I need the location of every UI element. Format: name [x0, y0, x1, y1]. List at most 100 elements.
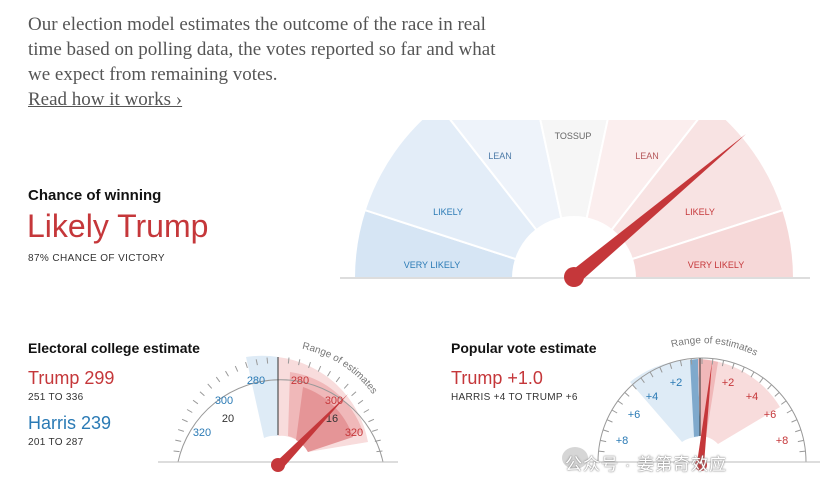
chance-segment: [363, 120, 577, 280]
popular-range-label: Range of estimates: [670, 335, 759, 359]
seg-label-tossup: TOSSUP: [555, 131, 592, 141]
electoral-harris: Harris 239: [28, 413, 112, 433]
marker-16: 16: [326, 413, 338, 425]
tick-mark: [173, 450, 180, 453]
chance-gauge: VERY LIKELY LIKELY LEAN TOSSUP LEAN LIKE…: [340, 120, 810, 287]
tick-mark: [215, 376, 221, 383]
tick-mark: [759, 377, 764, 384]
watermark: 公众号 · 姜第奇效应: [565, 455, 728, 474]
tick-mark: [617, 400, 624, 405]
tick-mark: [175, 439, 182, 442]
seg-label-very-likely-left: VERY LIKELY: [404, 260, 461, 270]
chance-segment: [573, 120, 699, 279]
tick-mark: [721, 360, 725, 367]
tick-mark: [791, 419, 798, 423]
tick-mark: [207, 383, 213, 389]
tick-mark: [750, 371, 755, 378]
tick-mark: [797, 439, 804, 443]
tick-mark: [317, 365, 322, 372]
pop-tick-left-8: +8: [616, 435, 629, 447]
tick-mark: [690, 358, 693, 365]
popular-range: HARRIS +4 TO TRUMP +6: [451, 392, 578, 403]
tick-mark: [786, 409, 793, 414]
tick-mark: [731, 362, 735, 369]
tick-320-left: 320: [193, 427, 211, 439]
tick-mark: [376, 450, 383, 453]
tick-mark: [298, 359, 301, 366]
tick-mark: [245, 361, 248, 368]
tick-mark: [351, 391, 357, 397]
tick-mark: [799, 450, 806, 453]
tick-mark: [640, 377, 645, 384]
tick-mark: [374, 439, 381, 442]
electoral-title: Electoral college estimate: [28, 340, 200, 356]
popular-gauge: +2 +4 +6 +8 +2 +4 +6 +8 Range of estimat…: [590, 335, 820, 471]
tick-300-left: 300: [215, 395, 233, 407]
marker-20: 20: [222, 413, 234, 425]
tick-mark: [266, 357, 269, 364]
popular-title: Popular vote estimate: [451, 340, 597, 356]
tick-280-left: 280: [247, 375, 265, 387]
pop-tick-left-6: +6: [628, 409, 641, 421]
wechat-icon: [562, 447, 588, 469]
tick-mark: [659, 366, 663, 373]
tick-mark: [632, 384, 637, 390]
tick-mark: [780, 400, 787, 405]
electoral-needle: [275, 394, 348, 468]
pop-tick-right-8: +8: [776, 435, 789, 447]
tick-mark: [255, 359, 258, 366]
chance-pct: 87% CHANCE OF VICTORY: [28, 253, 165, 264]
electoral-trump-range: 251 TO 336: [28, 392, 84, 403]
tick-mark: [368, 418, 375, 423]
read-more-link[interactable]: Read how it works ›: [28, 89, 183, 110]
electoral-trump: Trump 299: [28, 368, 115, 388]
tick-mark: [602, 429, 609, 433]
tick-mark: [741, 366, 745, 373]
pop-tick-left-2: +2: [670, 377, 683, 389]
tick-mark: [372, 429, 379, 432]
electoral-gauge: 280 300 320 280 300 320 20 16 Range of e…: [158, 341, 398, 472]
chance-value: Likely Trump: [27, 208, 209, 244]
tick-mark: [649, 371, 654, 378]
tick-mark: [287, 357, 290, 364]
pop-tick-right-4: +4: [746, 391, 759, 403]
seg-label-likely-right: LIKELY: [685, 207, 715, 217]
popular-needle-hub: [695, 459, 707, 471]
tick-320: 320: [345, 427, 363, 439]
chance-needle: [570, 134, 746, 282]
tick-mark: [327, 370, 331, 377]
tick-mark: [598, 450, 605, 453]
tick-mark: [600, 439, 607, 443]
chance-needle-hub: [564, 267, 584, 287]
tick-mark: [177, 429, 184, 432]
tick-mark: [611, 409, 618, 414]
tick-mark: [795, 429, 802, 433]
tick-mark: [357, 399, 364, 405]
intro-block: Our election model estimates the outcome…: [28, 12, 498, 112]
tick-mark: [186, 409, 193, 413]
chance-segment: [539, 120, 609, 279]
pop-tick-right-6: +6: [764, 409, 777, 421]
tick-mark: [624, 392, 630, 397]
pop-tick-left-4: +4: [646, 391, 659, 403]
tick-mark: [343, 383, 349, 389]
tick-mark: [181, 418, 188, 423]
seg-label-likely-left: LIKELY: [433, 207, 463, 217]
tick-mark: [335, 376, 341, 383]
tick-mark: [767, 384, 772, 390]
pop-tick-right-2: +2: [722, 377, 735, 389]
tick-mark: [774, 392, 780, 397]
tick-280: 280: [291, 375, 309, 387]
seg-label-very-likely-right: VERY LIKELY: [688, 260, 745, 270]
tick-mark: [225, 370, 229, 377]
seg-label-lean-right: LEAN: [635, 151, 659, 161]
tick-300: 300: [325, 395, 343, 407]
chance-label: Chance of winning: [28, 187, 162, 204]
popular-needle: [697, 362, 712, 464]
tick-mark: [669, 362, 673, 369]
electoral-needle-hub: [271, 458, 285, 472]
electoral-harris-range: 201 TO 287: [28, 437, 84, 448]
tick-mark: [711, 358, 714, 365]
popular-trump: Trump +1.0: [451, 368, 543, 388]
tick-mark: [679, 360, 683, 367]
